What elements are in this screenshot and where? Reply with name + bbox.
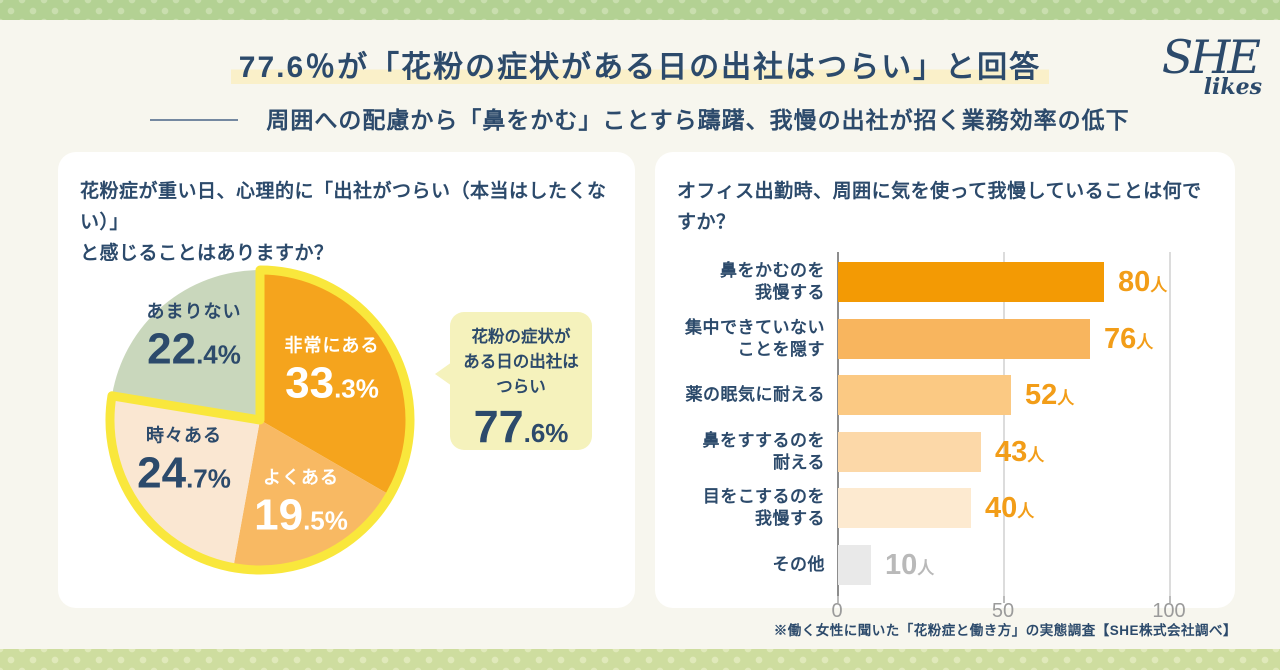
bar-category-label-line: 我慢する bbox=[755, 283, 825, 302]
bar-value-label-0: 80人 bbox=[1118, 262, 1167, 302]
pie-slice-3 bbox=[111, 270, 261, 420]
bar-category-label-0: 鼻をかむのを我慢する bbox=[655, 261, 825, 302]
pie-question-line1: 花粉症が重い日、心理的に「出社がつらい（本当はしたくない）」 bbox=[80, 181, 607, 233]
pie-chart-card: 花粉症が重い日、心理的に「出社がつらい（本当はしたくない）」 と感じることはあり… bbox=[58, 152, 635, 608]
callout-value: 77.6% bbox=[450, 401, 592, 453]
pie-chart-question: 花粉症が重い日、心理的に「出社がつらい（本当はしたくない）」 と感じることはあり… bbox=[80, 176, 617, 269]
pie-slice-value-dec: .5% bbox=[303, 505, 348, 536]
callout-value-dec: .6% bbox=[523, 418, 569, 448]
axis-tick-mark-50 bbox=[1003, 596, 1005, 603]
bar-chart-gridline-100 bbox=[1169, 252, 1171, 596]
bar-value-number: 52 bbox=[1025, 379, 1058, 411]
logo-likes-text: likes bbox=[1203, 74, 1262, 100]
bar-category-label-2: 薬の眠気に耐える bbox=[655, 375, 825, 415]
bar-chart-question: オフィス出勤時、周囲に気を使って我慢していることは何ですか？ bbox=[677, 181, 1202, 233]
bar-category-label-4: 目をこするのを我慢する bbox=[655, 487, 825, 528]
bar-category-label-line: ことを隠す bbox=[737, 340, 825, 359]
pie-slice-value-int: 19 bbox=[254, 490, 304, 540]
callout-line2: ある日の出社は bbox=[463, 353, 579, 371]
pie-slice-label-2: 時々ある 24.7% bbox=[137, 426, 231, 497]
bar-1 bbox=[838, 319, 1090, 359]
pie-slice-label-3: あまりない 22.4% bbox=[147, 302, 242, 373]
pie-slice-value-dec: .4% bbox=[196, 339, 241, 370]
bar-2 bbox=[838, 375, 1011, 415]
bar-value-unit: 人 bbox=[1027, 446, 1045, 465]
bar-category-label-line: 鼻をすするのを bbox=[702, 431, 825, 450]
bar-value-label-2: 52人 bbox=[1025, 375, 1074, 415]
bar-category-label-line: 集中できていない bbox=[685, 318, 825, 337]
bar-category-label-3: 鼻をすするのを耐える bbox=[655, 431, 825, 472]
pie-highlight-group-outline bbox=[105, 265, 415, 575]
bar-category-label-5: その他 bbox=[655, 545, 825, 585]
bar-chart-card: オフィス出勤時、周囲に気を使って我慢していることは何ですか？ 0 50 100 鼻をか… bbox=[655, 152, 1235, 622]
she-likes-logo: SHE likes bbox=[1154, 34, 1264, 98]
bar-category-label-line: 薬の眠気に耐える bbox=[685, 385, 825, 404]
bar-value-unit: 人 bbox=[917, 559, 935, 578]
bar-value-label-3: 43人 bbox=[995, 432, 1044, 472]
axis-tick-label-50: 50 bbox=[991, 600, 1015, 622]
callout-line3: つらい bbox=[496, 378, 546, 396]
pie-slice-value-int: 22 bbox=[147, 324, 197, 374]
axis-tick-mark-0 bbox=[837, 596, 839, 603]
page-title-text: 77.6％が「花粉の症状がある日の出社はつらい」と回答 bbox=[230, 51, 1050, 84]
pie-slice-1 bbox=[233, 420, 390, 571]
survey-source-note: ※働く女性に聞いた「花粉症と働き方」の実態調査【SHE株式会社調べ】 bbox=[773, 623, 1237, 638]
bar-5 bbox=[838, 545, 871, 585]
pie-slice-value-int: 24 bbox=[137, 448, 187, 498]
bar-category-label-line: その他 bbox=[772, 555, 825, 574]
pie-slice-label-0: 非常にある 33.3% bbox=[285, 336, 380, 407]
bar-category-label-1: 集中できていないことを隠す bbox=[655, 318, 825, 359]
bar-value-unit: 人 bbox=[1017, 502, 1035, 521]
highlight-callout: 花粉の症状が ある日の出社は つらい 77.6% bbox=[435, 312, 592, 453]
bar-3 bbox=[838, 432, 981, 472]
bar-value-unit: 人 bbox=[1150, 276, 1168, 295]
page-subtitle-row: 周囲への配慮から「鼻をかむ」ことすら躊躇、我慢の出社が招く業務効率の低下 bbox=[0, 103, 1280, 137]
pie-slice-name: 非常にある bbox=[284, 335, 380, 356]
bar-category-label-line: 目をこするのを bbox=[702, 487, 825, 506]
pie-slice-value-dec: .3% bbox=[334, 373, 379, 404]
bar-value-label-1: 76人 bbox=[1104, 319, 1153, 359]
axis-tick-label-100: 100 bbox=[1152, 600, 1186, 622]
axis-tick-label-0: 0 bbox=[831, 600, 843, 622]
bar-value-unit: 人 bbox=[1057, 389, 1075, 408]
pie-chart-svg bbox=[105, 265, 415, 575]
bar-4 bbox=[838, 488, 971, 528]
page-subtitle: 周囲への配慮から「鼻をかむ」ことすら躊躇、我慢の出社が招く業務効率の低下 bbox=[266, 107, 1130, 133]
bar-category-label-line: 我慢する bbox=[755, 509, 825, 528]
page-title: 77.6％が「花粉の症状がある日の出社はつらい」と回答 bbox=[0, 46, 1280, 90]
bar-category-label-line: 鼻をかむのを bbox=[720, 261, 825, 280]
pie-slice-name: よくある bbox=[262, 467, 339, 488]
pie-slice-label-1: よくある 19.5% bbox=[254, 468, 348, 539]
bar-category-label-line: 耐える bbox=[773, 453, 825, 472]
bar-value-number: 43 bbox=[995, 436, 1028, 468]
bar-value-unit: 人 bbox=[1136, 333, 1154, 352]
callout-value-int: 77 bbox=[473, 401, 524, 452]
bar-value-number: 10 bbox=[885, 549, 918, 581]
pie-slice-value-dec: .7% bbox=[186, 463, 231, 494]
pie-slice-name: あまりない bbox=[146, 301, 242, 322]
logo-she-text: SHE bbox=[1161, 30, 1261, 84]
bar-value-label-4: 40人 bbox=[985, 488, 1034, 528]
bar-value-number: 40 bbox=[985, 492, 1018, 524]
pie-slice-name: 時々ある bbox=[145, 425, 222, 446]
bar-value-number: 76 bbox=[1104, 323, 1137, 355]
bar-0 bbox=[838, 262, 1104, 302]
bar-chart-axis-line bbox=[837, 252, 839, 598]
axis-tick-mark-100 bbox=[1169, 596, 1171, 603]
pie-chart bbox=[85, 245, 435, 595]
callout-line1: 花粉の症状が bbox=[471, 328, 571, 346]
pie-slice-2 bbox=[109, 395, 260, 568]
decorative-dotted-border-bottom bbox=[0, 649, 1280, 670]
bar-chart-gridline-50 bbox=[1003, 252, 1005, 596]
pie-question-line2: と感じることはありますか？ bbox=[80, 243, 334, 264]
bar-value-label-5: 10人 bbox=[885, 545, 934, 585]
subtitle-dash-line bbox=[150, 118, 239, 121]
decorative-dotted-border-top bbox=[0, 0, 1280, 20]
pie-slice-value-int: 33 bbox=[285, 358, 335, 408]
bar-value-number: 80 bbox=[1118, 266, 1151, 298]
bar-chart: 0 50 100 鼻をかむのを 我慢する 80人 集中できていない ことを隠す 76人 薬の眠気に… bbox=[655, 152, 1235, 622]
